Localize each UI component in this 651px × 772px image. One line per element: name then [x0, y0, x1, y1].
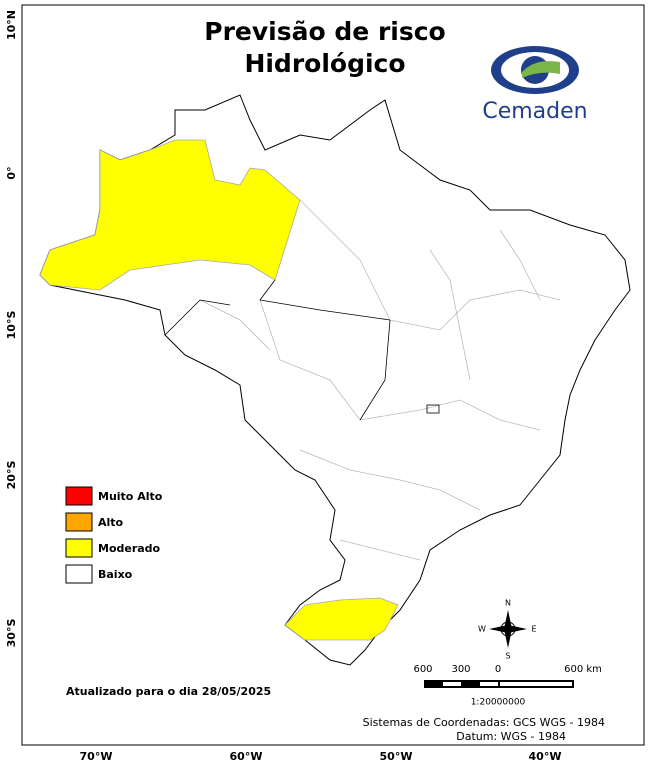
- scale-label: 0: [495, 664, 501, 675]
- lat-label: 20°S: [5, 461, 18, 490]
- legend-swatch: [65, 486, 93, 506]
- scale-label: 600: [413, 664, 432, 675]
- lon-label: 50°W: [380, 750, 413, 763]
- legend-swatch: [65, 512, 93, 532]
- legend-label: Muito Alto: [98, 490, 163, 503]
- title-line: Hidrológico: [244, 49, 405, 78]
- scale-ratio: 1:20000000: [471, 698, 526, 708]
- municipal-boundaries: [199, 199, 561, 561]
- moderate-area-south: [284, 597, 399, 641]
- scale-bar: 600 300 0 600 km 1:20000000: [413, 664, 601, 708]
- lat-labels: 10°N 0° 10°S 20°S 30°S: [5, 10, 18, 647]
- lat-label: 10°N: [5, 10, 18, 40]
- legend-label: Alto: [98, 516, 124, 529]
- compass-n: N: [505, 599, 511, 608]
- compass-e: E: [531, 625, 536, 634]
- compass-w: W: [478, 625, 486, 634]
- legend: Muito Alto Alto Moderado Baixo: [65, 486, 163, 584]
- lon-labels: 70°W 60°W 50°W 40°W: [80, 750, 562, 763]
- compass-s: S: [505, 652, 510, 661]
- logo-icon: [491, 46, 579, 94]
- compass: N S E W: [478, 599, 536, 661]
- scale-label: 300: [451, 664, 470, 675]
- credits: Datum: WGS - 1984: [456, 730, 566, 743]
- legend-label: Baixo: [98, 568, 133, 581]
- lon-label: 60°W: [230, 750, 263, 763]
- scale-label: 600 km: [564, 664, 602, 675]
- legend-label: Moderado: [98, 542, 161, 555]
- state-boundaries: [164, 279, 440, 421]
- credits: Sistemas de Coordenadas: GCS WGS - 1984: [363, 716, 605, 729]
- legend-swatch: [65, 538, 93, 558]
- title-line: Previsão de risco: [204, 17, 445, 46]
- legend-swatch: [65, 564, 93, 584]
- updated-date: Atualizado para o dia 28/05/2025: [66, 685, 271, 698]
- logo-text: Cemaden: [482, 99, 587, 124]
- lon-label: 70°W: [80, 750, 113, 763]
- lat-label: 30°S: [5, 619, 18, 648]
- lat-label: 10°S: [5, 311, 18, 340]
- lat-label: 0°: [5, 166, 18, 179]
- lon-label: 40°W: [529, 750, 562, 763]
